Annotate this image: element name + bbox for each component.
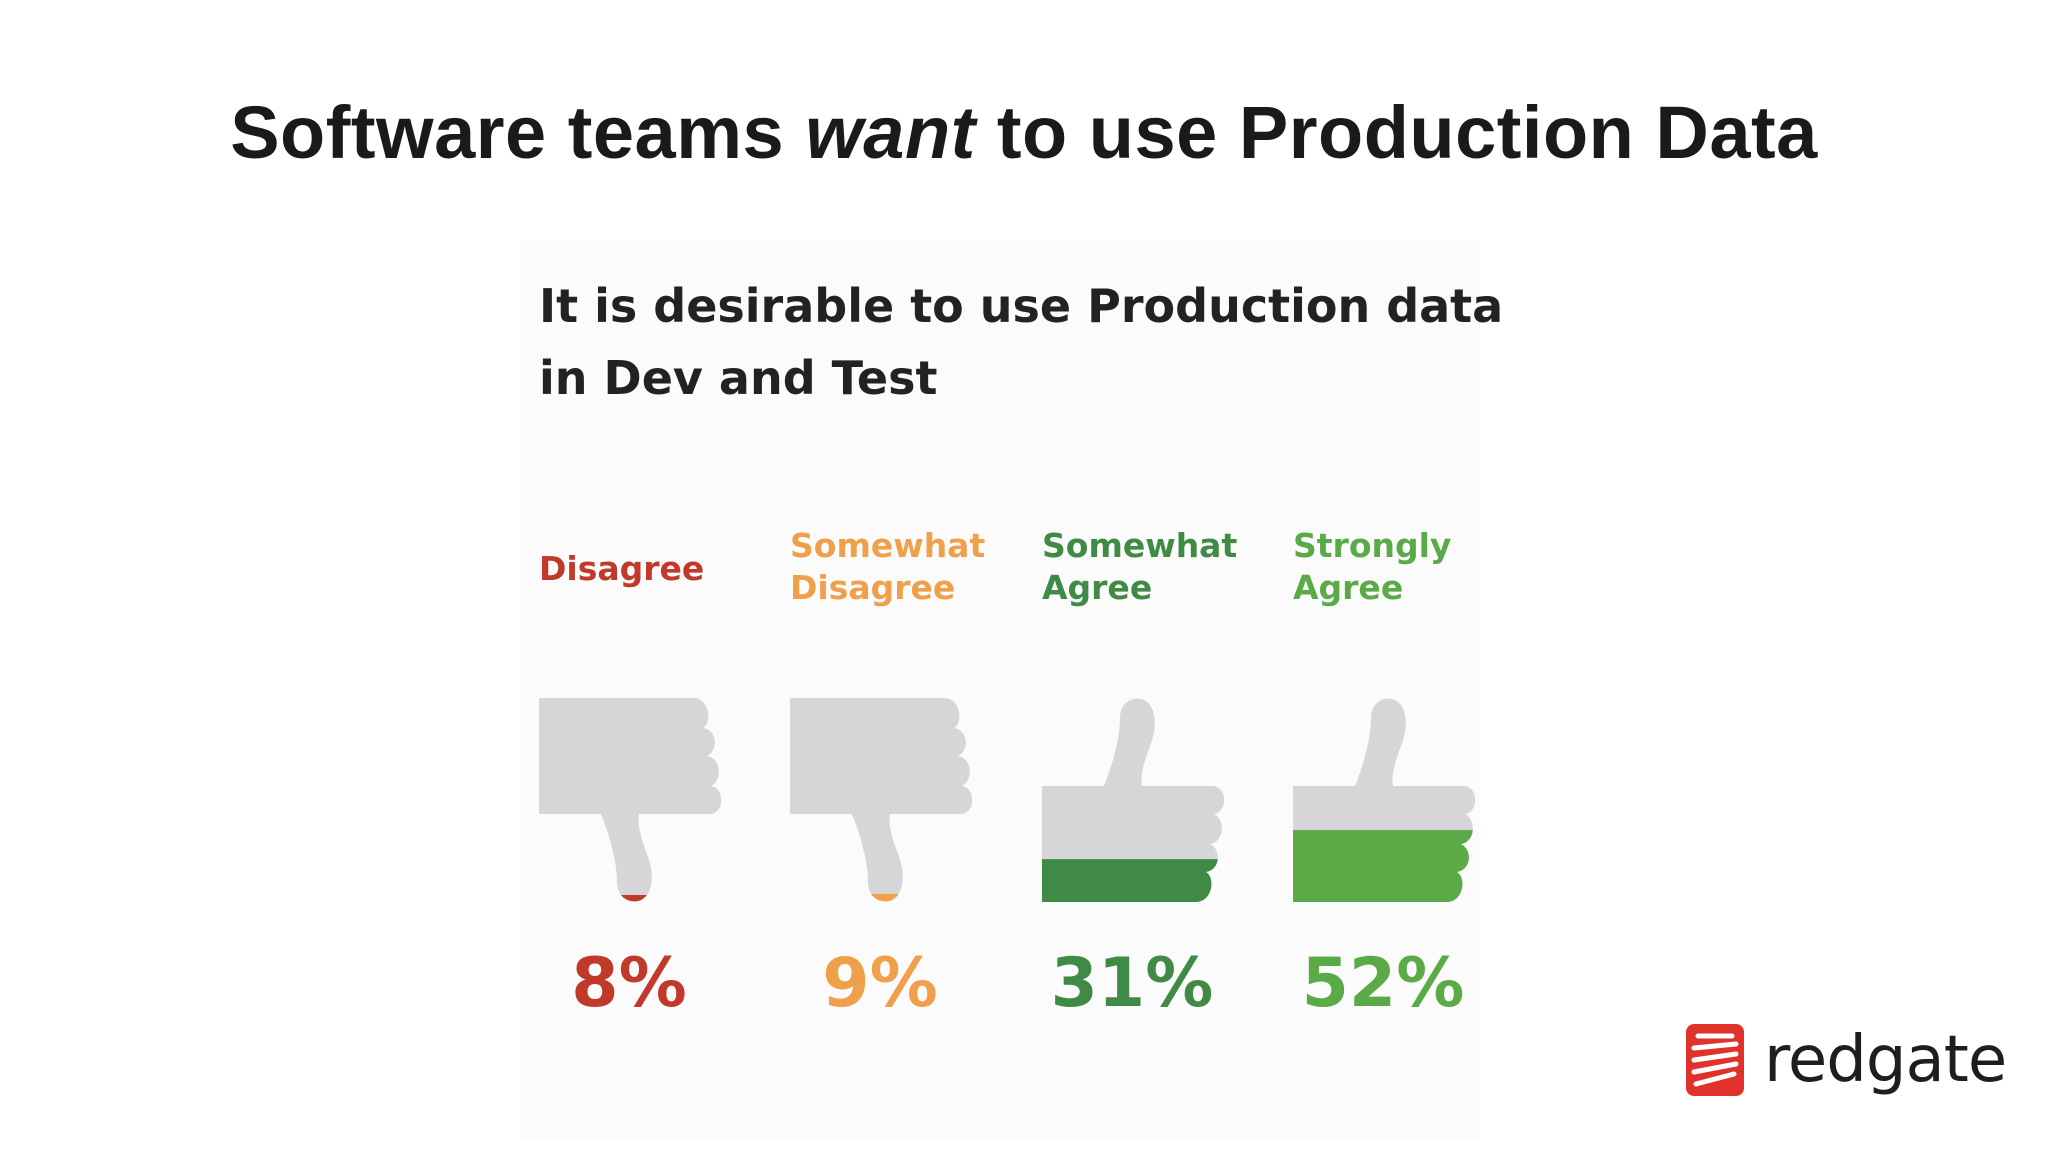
fill-level-3 [1042,859,1225,902]
thumbs-up-icon-outline [1042,698,1225,902]
thumbs-down-icon-1 [539,698,722,902]
category-label-somewhat-agree: Somewhat Agree [1042,525,1237,609]
value-label-2: 9% [822,944,937,1023]
category-label-strongly-agree: Strongly Agree [1293,525,1451,609]
category-label-somewhat-disagree: Somewhat Disagree [790,525,985,609]
category-label-somewhat-disagree-line-1: Somewhat [790,526,986,565]
fill-level-4 [1293,830,1476,902]
chart-title: It is desirable to use Production data i… [539,270,1504,414]
thumbs-up-icon-4 [1293,698,1476,902]
redgate-logo-text: redgate [1764,1023,2007,1097]
category-label-disagree: Disagree [539,548,704,590]
category-label-somewhat-disagree-line-2: Disagree [790,568,956,607]
category-label-strongly-agree-line-2: Agree [1293,568,1404,607]
slide-title-end: to use Production Data [975,91,1818,174]
category-label-somewhat-agree-line-1: Somewhat [1042,526,1238,565]
thumbs-down-icon-outline [539,698,722,902]
redgate-logo-icon [1686,1024,1744,1096]
slide-title-emphasis: want [805,91,976,174]
chart-title-line-2: in Dev and Test [539,351,938,405]
slide-title: Software teams want to use Production Da… [0,90,2048,175]
value-label-4: 52% [1302,944,1465,1023]
category-label-somewhat-agree-line-2: Agree [1042,568,1153,607]
thumbs-up-icon-3 [1042,698,1225,902]
category-label-disagree-line-1: Disagree [539,549,705,588]
slide-title-start: Software teams [230,91,806,174]
value-label-1: 8% [571,944,686,1023]
value-label-3: 31% [1051,944,1214,1023]
thumbs-down-icon-2 [790,698,973,902]
chart-title-line-1: It is desirable to use Production data [539,279,1504,333]
fill-level-2 [790,893,973,902]
category-label-strongly-agree-line-1: Strongly [1293,526,1452,565]
redgate-logo: redgate [1686,1022,2007,1098]
chart-panel [520,240,1480,1140]
thumbs-down-icon-outline [790,698,973,902]
fill-level-1 [539,895,722,902]
